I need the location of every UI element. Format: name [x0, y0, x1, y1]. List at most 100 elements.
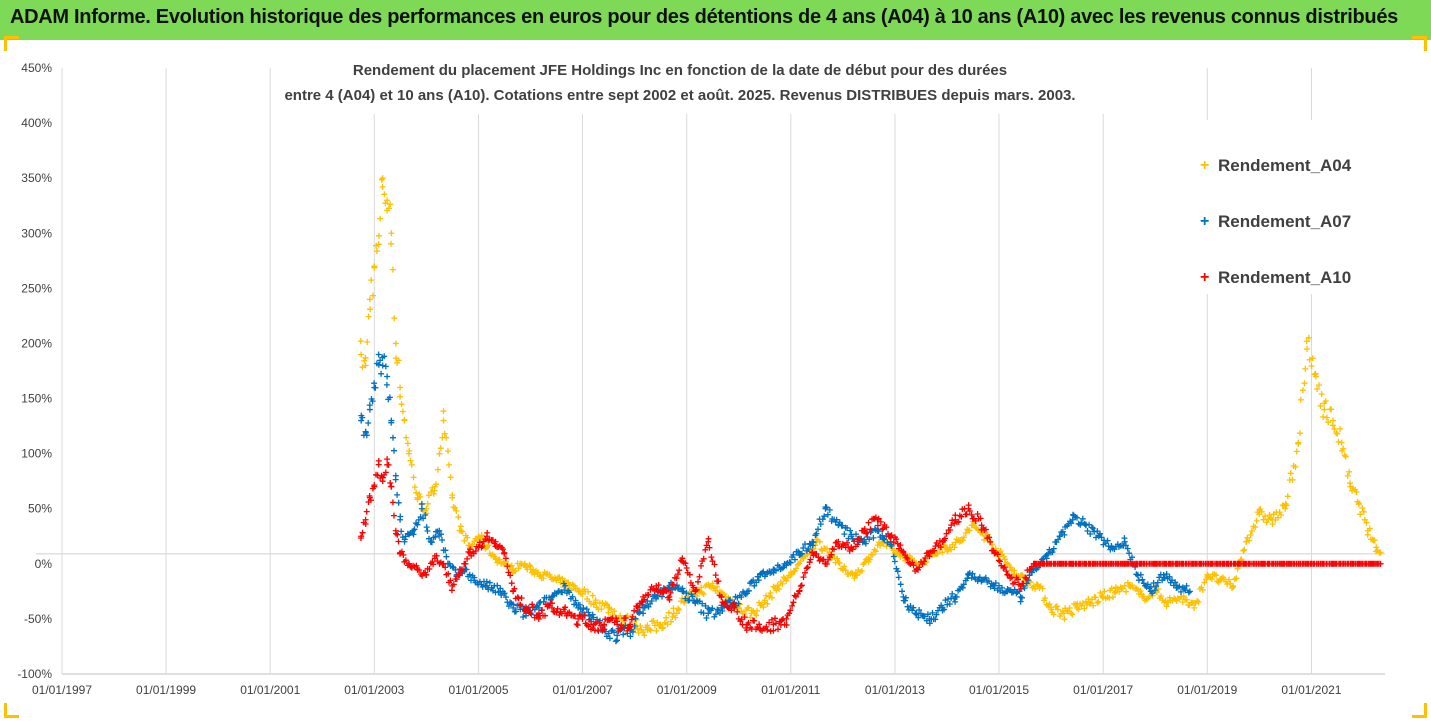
data-point-0-93 [1373, 544, 1380, 551]
legend-marker-a07: + [1200, 213, 1210, 230]
data-point-1-18 [471, 577, 478, 584]
data-point-1-58 [991, 582, 998, 589]
data-point-0-44 [774, 582, 781, 589]
data-point-2-37 [705, 538, 712, 545]
data-point-1-56 [965, 571, 972, 578]
data-point-2-54 [926, 549, 933, 556]
series-Rendement_A10 [357, 456, 1384, 635]
data-point-2-7 [388, 483, 395, 490]
data-point-1-29 [614, 632, 621, 639]
y-tick-label-10: -50% [24, 612, 52, 626]
data-point-2-62 [1030, 560, 1037, 567]
legend-label-a10: Rendement_A10 [1218, 268, 1352, 287]
data-point-0-32 [618, 615, 625, 622]
series-Rendement_A07 [358, 351, 1193, 645]
data-point-2-17 [466, 549, 473, 556]
data-point-0-8 [392, 340, 399, 347]
data-point-2-44 [796, 588, 803, 595]
data-point-2-51 [887, 533, 894, 540]
data-point-0-9 [397, 384, 404, 391]
data-point-0-59 [969, 522, 976, 529]
data-point-1-24 [549, 593, 556, 600]
data-point-0-69 [1100, 593, 1107, 600]
data-point-0-22 [501, 560, 508, 567]
data-point-1-34 [679, 588, 686, 595]
data-point-2-34 [666, 593, 673, 600]
data-point-1-23 [535, 604, 542, 611]
data-point-1-7 [388, 417, 395, 424]
data-point-1-20 [497, 588, 504, 595]
corner-bracket-bottom-left [4, 703, 19, 718]
data-point-0-64 [1034, 582, 1041, 589]
y-tick-label-0: 450% [21, 61, 52, 75]
data-point-2-32 [640, 593, 647, 600]
data-point-0-45 [787, 571, 794, 578]
data-point-0-65 [1048, 604, 1055, 611]
data-point-1-36 [705, 610, 712, 617]
data-point-0-43 [761, 599, 768, 606]
data-point-0-23 [510, 566, 517, 573]
data-point-0-5 [379, 175, 386, 182]
data-point-0-4 [375, 241, 382, 248]
data-point-2-2 [366, 494, 373, 501]
y-tick-label-4: 250% [21, 281, 52, 295]
data-point-1-69 [1134, 571, 1141, 578]
data-point-2-36 [692, 588, 699, 595]
legend-label-a07: Rendement_A07 [1218, 212, 1352, 231]
data-point-0-82 [1269, 516, 1276, 523]
data-point-0-72 [1139, 593, 1146, 600]
data-point-0-10 [401, 417, 408, 424]
data-point-2-48 [848, 544, 855, 551]
data-point-1-40 [757, 571, 764, 578]
data-point-0-21 [492, 555, 499, 562]
corner-bracket-top-right [1412, 36, 1427, 51]
data-point-1-45 [822, 505, 829, 512]
data-point-0-35 [657, 621, 664, 628]
data-point-1-63 [1056, 533, 1063, 540]
data-point-1-70 [1147, 588, 1154, 595]
data-point-2-35 [679, 555, 686, 562]
data-point-2-66 [1225, 560, 1232, 567]
data-point-2-20 [492, 538, 499, 545]
data-point-0-30 [592, 599, 599, 606]
data-point-2-9 [397, 549, 404, 556]
data-point-1-26 [575, 604, 582, 611]
data-point-1-59 [1004, 588, 1011, 595]
data-point-2-13 [431, 555, 438, 562]
data-point-0-36 [670, 610, 677, 617]
data-point-0-46 [800, 555, 807, 562]
data-point-1-67 [1108, 544, 1115, 551]
legend-panel [1172, 120, 1386, 294]
y-tick-label-11: -100% [17, 667, 52, 681]
data-point-2-63 [1069, 560, 1076, 567]
data-point-1-53 [926, 615, 933, 622]
data-point-0-83 [1282, 505, 1289, 512]
data-point-1-14 [436, 527, 443, 534]
data-point-0-81 [1256, 511, 1263, 518]
data-point-1-66 [1095, 533, 1102, 540]
data-point-0-26 [540, 571, 547, 578]
data-point-0-6 [384, 197, 391, 204]
data-point-0-2 [366, 296, 373, 303]
data-point-0-12 [414, 494, 421, 501]
data-point-2-23 [523, 604, 530, 611]
data-point-0-84 [1295, 439, 1302, 446]
data-point-0-29 [579, 588, 586, 595]
data-point-2-55 [939, 538, 946, 545]
y-tick-label-6: 150% [21, 392, 52, 406]
legend-label-a04: Rendement_A04 [1218, 156, 1352, 175]
legend-marker-a04: + [1200, 157, 1210, 174]
data-point-1-35 [692, 599, 699, 606]
chart-title-panel [288, 56, 1148, 114]
x-tick-label-1: 01/01/1999 [136, 683, 196, 697]
data-point-2-49 [861, 527, 868, 534]
data-point-1-32 [653, 593, 660, 600]
data-point-2-69 [1377, 560, 1384, 567]
corner-bracket-top-left [4, 36, 19, 51]
data-point-0-90 [1347, 483, 1354, 490]
data-point-2-67 [1277, 560, 1284, 567]
x-tick-label-5: 01/01/2007 [553, 683, 613, 697]
x-tick-label-4: 01/01/2005 [448, 683, 508, 697]
data-point-0-25 [527, 566, 534, 573]
x-tick-label-0: 01/01/1997 [32, 683, 92, 697]
